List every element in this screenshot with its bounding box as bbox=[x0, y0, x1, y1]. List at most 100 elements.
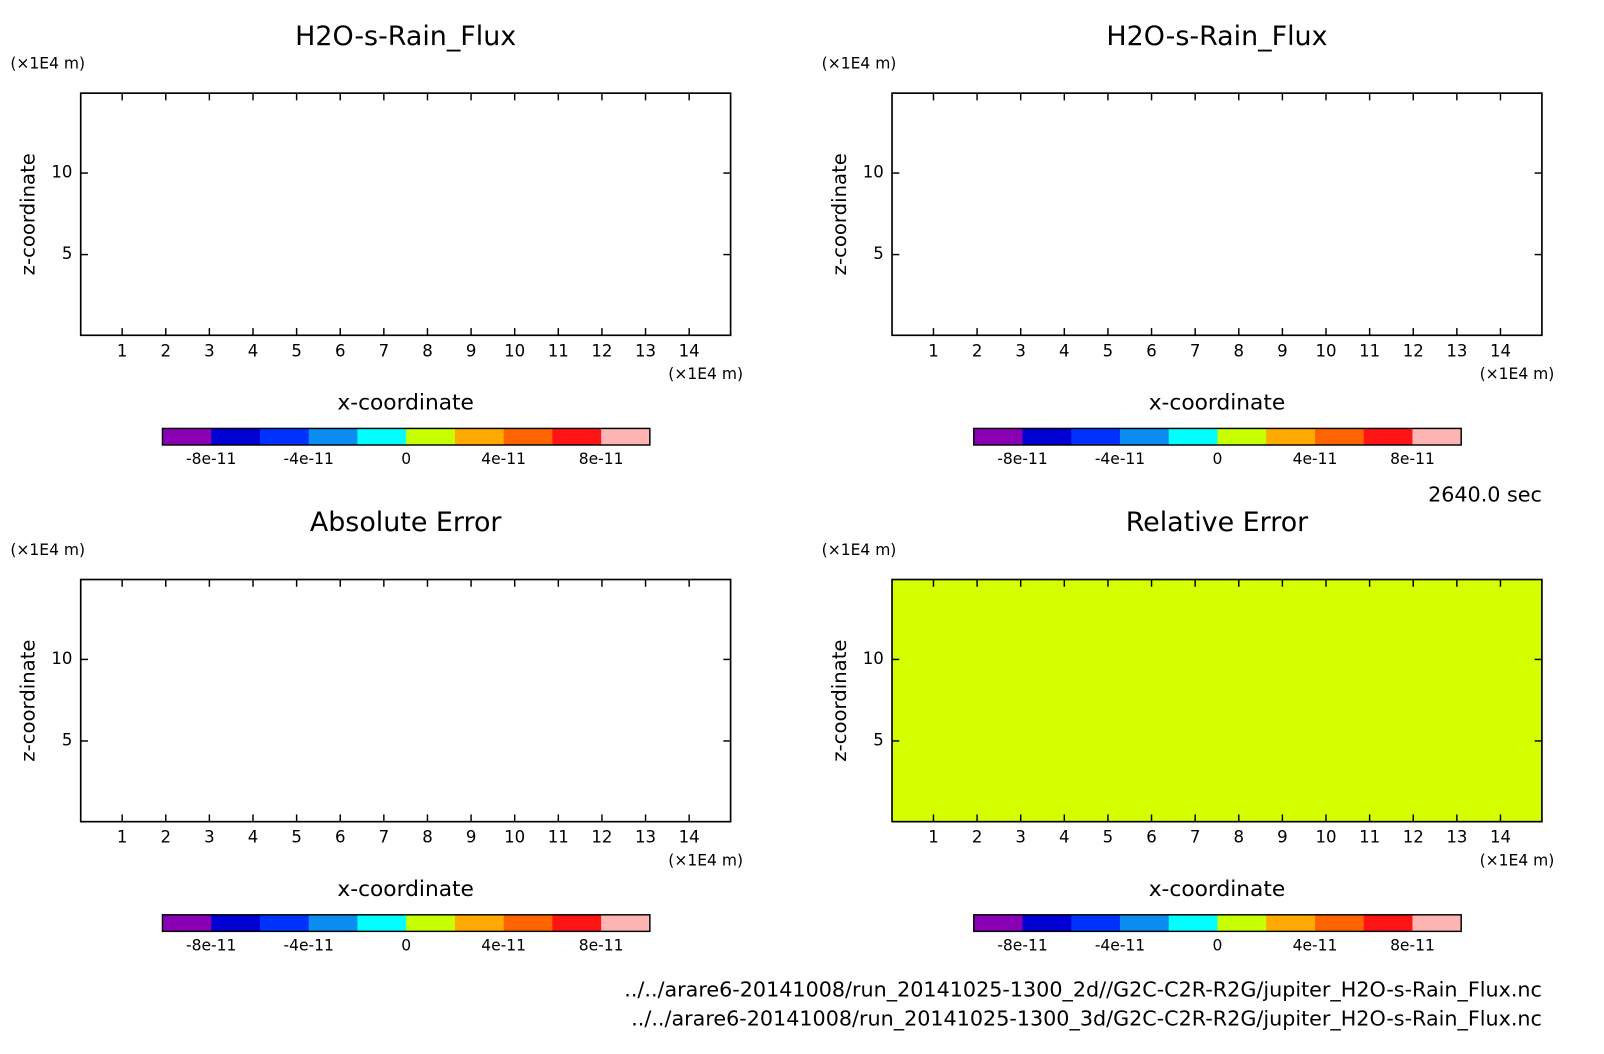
colorbar-tick-label: 8e-11 bbox=[1390, 450, 1435, 468]
colorbar-cell bbox=[1071, 428, 1121, 445]
x-tick-label: 13 bbox=[635, 828, 656, 847]
x-tick-label: 10 bbox=[1315, 341, 1336, 360]
x-tick-label: 4 bbox=[248, 341, 259, 360]
x-tick-label: 9 bbox=[1277, 341, 1288, 360]
x-tick-label: 3 bbox=[204, 341, 215, 360]
panel: H2O-s-Rain_Flux (×1E4 m) (×1E4 m) x-coordin… bbox=[822, 21, 1555, 468]
x-unit: (×1E4 m) bbox=[1480, 365, 1555, 383]
y-unit: (×1E4 m) bbox=[10, 55, 85, 73]
x-tick-label: 7 bbox=[379, 341, 390, 360]
colorbar-cell bbox=[1217, 428, 1267, 445]
colorbar-cell bbox=[1412, 428, 1462, 445]
field-fill bbox=[892, 579, 1542, 822]
chart-title: H2O-s-Rain_Flux bbox=[1106, 21, 1327, 52]
x-tick-label: 14 bbox=[1490, 828, 1511, 847]
x-tick-label: 10 bbox=[504, 828, 525, 847]
colorbar-cell bbox=[1168, 914, 1219, 932]
plot-frame bbox=[891, 578, 1543, 823]
colorbar-tick-label: -4e-11 bbox=[284, 936, 334, 954]
x-tick-label: 11 bbox=[548, 341, 569, 360]
colorbar-tick-label: -4e-11 bbox=[284, 450, 334, 468]
colorbar-cell bbox=[1120, 428, 1170, 445]
x-tick-label: 7 bbox=[379, 828, 390, 847]
colorbar-tick-label: -8e-11 bbox=[997, 450, 1047, 468]
colorbar-tick-label: 8e-11 bbox=[579, 450, 624, 468]
colorbar-cell bbox=[1266, 428, 1316, 445]
colorbar-cell bbox=[973, 428, 1024, 445]
colorbar-frame bbox=[161, 914, 651, 933]
colorbar-cell bbox=[1217, 914, 1267, 932]
colorbar-cell bbox=[503, 914, 553, 932]
colorbar-cell bbox=[211, 428, 261, 445]
x-tick-label: 1 bbox=[117, 341, 128, 360]
colorbar-cell bbox=[1022, 428, 1072, 445]
x-axis-label: x-coordinate bbox=[337, 391, 474, 416]
colorbar-tick-label: -8e-11 bbox=[997, 936, 1047, 954]
x-tick-label: 2 bbox=[161, 341, 172, 360]
chart-title: H2O-s-Rain_Flux bbox=[295, 21, 516, 52]
x-tick-label: 11 bbox=[1359, 341, 1380, 360]
x-tick-label: 2 bbox=[972, 828, 983, 847]
y-axis-label: z-coordinate bbox=[828, 639, 851, 761]
colorbar-cell bbox=[601, 914, 651, 932]
panel: Absolute Error (×1E4 m) (×1E4 m) x-coordina… bbox=[10, 507, 743, 954]
x-tick-label: 4 bbox=[248, 828, 259, 847]
colorbar-cell bbox=[973, 914, 1024, 932]
colorbar-cell bbox=[1120, 914, 1170, 932]
colorbar-tick-label: -8e-11 bbox=[186, 936, 236, 954]
colorbar-cell bbox=[1412, 914, 1462, 932]
colorbar-tick-label: 8e-11 bbox=[1390, 936, 1435, 954]
colorbar-cell bbox=[454, 914, 505, 932]
colorbar-cell bbox=[357, 914, 407, 932]
x-tick-label: 2 bbox=[161, 828, 172, 847]
colorbar-frame bbox=[973, 427, 1462, 446]
colorbar-cell bbox=[162, 914, 212, 932]
x-tick-label: 11 bbox=[548, 828, 569, 847]
x-tick-label: 7 bbox=[1190, 341, 1201, 360]
x-tick-label: 5 bbox=[1103, 828, 1114, 847]
y-tick-label: 5 bbox=[873, 244, 884, 263]
colorbar-tick-label: -4e-11 bbox=[1095, 450, 1145, 468]
x-tick-label: 4 bbox=[1059, 828, 1070, 847]
x-tick-label: 13 bbox=[1446, 341, 1467, 360]
x-tick-label: 2 bbox=[972, 341, 983, 360]
y-tick-label: 5 bbox=[873, 730, 884, 749]
colorbar-frame bbox=[973, 914, 1462, 933]
x-tick-label: 1 bbox=[117, 828, 128, 847]
colorbar-tick-label: -8e-11 bbox=[186, 450, 236, 468]
colorbar-cell bbox=[601, 428, 651, 445]
colorbar-cell bbox=[259, 428, 310, 445]
x-tick-label: 8 bbox=[1234, 828, 1245, 847]
y-unit: (×1E4 m) bbox=[822, 55, 897, 73]
x-tick-label: 6 bbox=[335, 341, 346, 360]
x-tick-label: 9 bbox=[466, 341, 477, 360]
colorbar-tick-label: 0 bbox=[1213, 450, 1223, 468]
y-tick-label: 5 bbox=[62, 730, 73, 749]
time-label: 2640.0 sec bbox=[1428, 483, 1542, 507]
x-tick-label: 6 bbox=[1146, 341, 1157, 360]
colorbar-cell bbox=[357, 428, 407, 445]
y-tick-label: 10 bbox=[863, 163, 884, 182]
x-axis-label: x-coordinate bbox=[1149, 877, 1286, 902]
x-tick-label: 5 bbox=[1103, 341, 1114, 360]
colorbar-cell bbox=[406, 428, 456, 445]
y-tick-label: 10 bbox=[51, 163, 72, 182]
colorbar-tick-label: 0 bbox=[1213, 936, 1223, 954]
x-tick-label: 14 bbox=[679, 341, 700, 360]
y-tick-label: 10 bbox=[51, 649, 72, 668]
x-tick-label: 3 bbox=[1015, 341, 1026, 360]
x-tick-label: 7 bbox=[1190, 828, 1201, 847]
x-tick-label: 8 bbox=[1234, 341, 1245, 360]
x-tick-label: 6 bbox=[335, 828, 346, 847]
x-axis-label: x-coordinate bbox=[1149, 391, 1286, 416]
x-unit: (×1E4 m) bbox=[668, 365, 743, 383]
x-tick-label: 12 bbox=[591, 341, 612, 360]
x-tick-label: 4 bbox=[1059, 341, 1070, 360]
x-tick-label: 6 bbox=[1146, 828, 1157, 847]
x-tick-label: 8 bbox=[422, 828, 433, 847]
colorbar-tick-label: 4e-11 bbox=[1293, 936, 1338, 954]
x-unit: (×1E4 m) bbox=[668, 851, 743, 869]
x-tick-label: 3 bbox=[204, 828, 215, 847]
x-tick-label: 10 bbox=[1315, 828, 1336, 847]
